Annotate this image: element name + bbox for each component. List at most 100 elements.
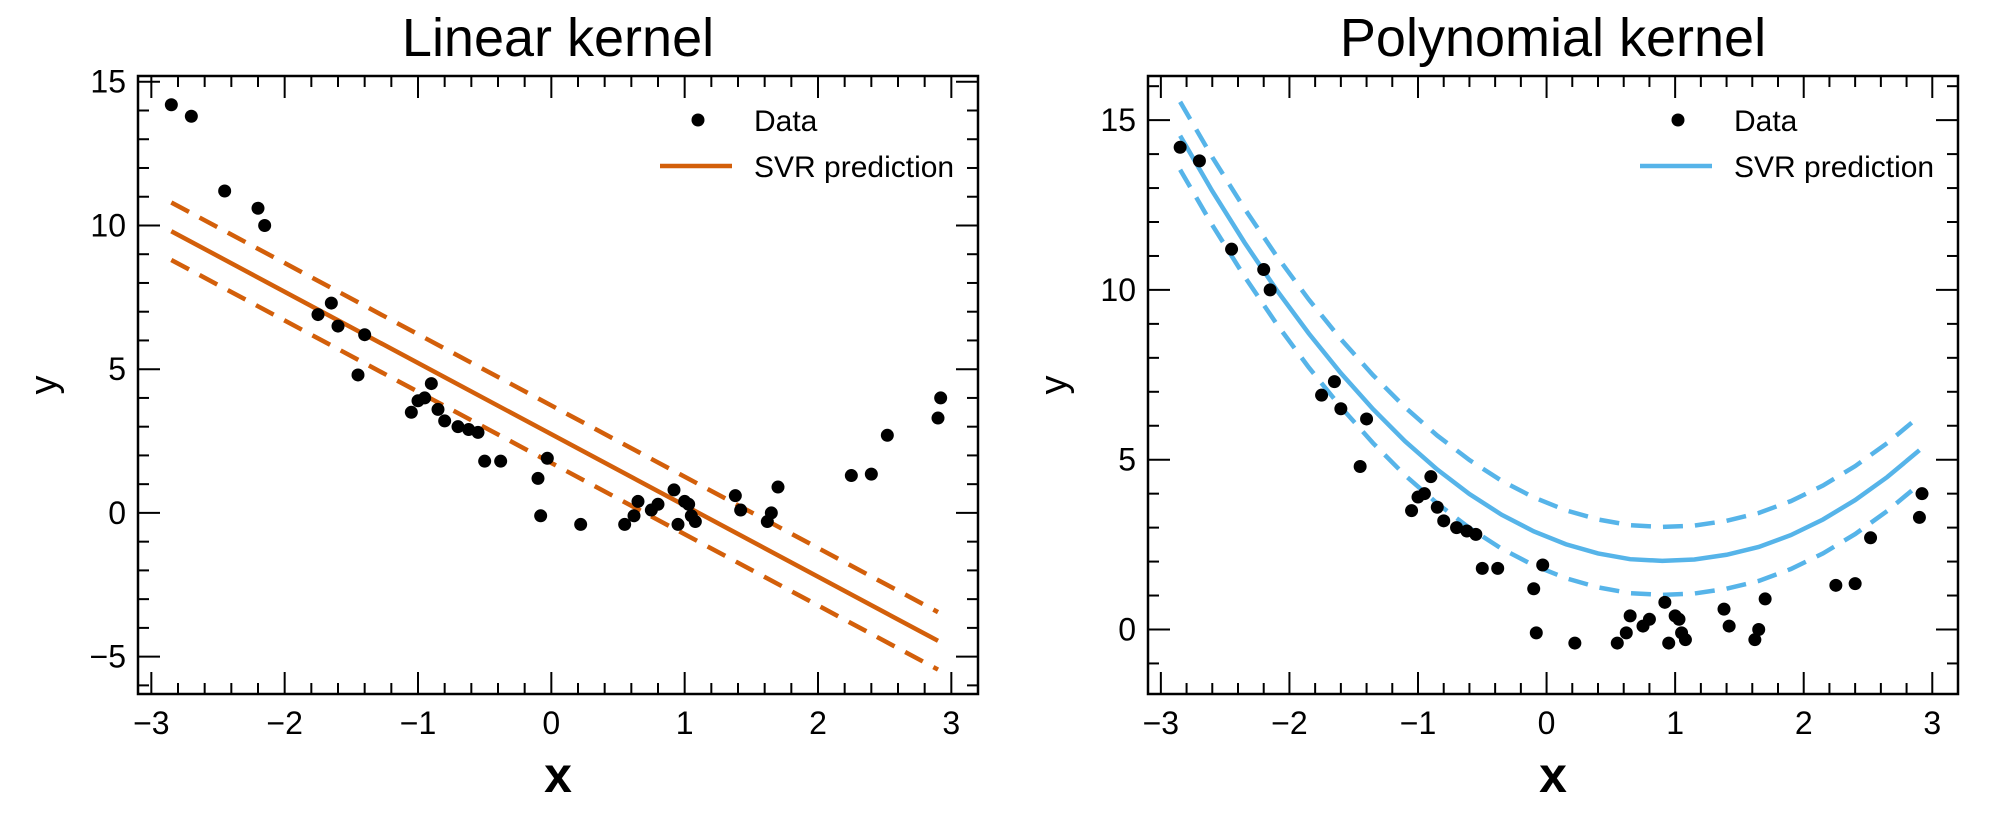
y-tick-label: 0	[1118, 611, 1136, 647]
data-point	[1662, 636, 1676, 650]
data-point	[1424, 470, 1438, 484]
data-point	[1334, 402, 1348, 416]
data-point	[1475, 561, 1489, 575]
data-point	[618, 517, 632, 531]
data-point	[1678, 633, 1692, 647]
y-tick-label: 15	[90, 64, 126, 100]
data-point	[1529, 626, 1543, 640]
chart-polynomial-kernel: Polynomial kernel −3 −2 −1 0 1 2 3 0 5 10 15 x y Data S…	[1033, 8, 1960, 803]
x-axis-label: x	[1539, 747, 1567, 803]
data-point	[671, 517, 685, 531]
data-point	[734, 503, 748, 517]
x-axis-label: x	[544, 747, 572, 803]
data-point	[1327, 375, 1341, 389]
data-point	[218, 184, 232, 198]
legend-label-data: Data	[1734, 105, 1798, 138]
data-point	[324, 296, 338, 310]
data-point	[424, 377, 438, 391]
x-tick-label: 2	[809, 705, 827, 741]
data-point	[1610, 636, 1624, 650]
data-point	[1536, 558, 1550, 572]
data-point	[1848, 577, 1862, 591]
data-point	[1417, 487, 1431, 501]
data-point	[418, 391, 432, 405]
data-point	[358, 328, 372, 342]
margin-line-dashed	[1178, 100, 1921, 530]
data-point	[1752, 622, 1766, 636]
y-tick-label: 5	[108, 351, 126, 387]
data-point	[1829, 578, 1843, 592]
data-point	[164, 98, 178, 112]
data-point	[1450, 521, 1464, 535]
data-point	[682, 497, 696, 511]
data-point	[351, 368, 365, 382]
data-point	[728, 489, 742, 503]
y-axis-label: y	[23, 376, 65, 395]
data-point	[534, 509, 548, 523]
x-tick-label: −3	[133, 705, 169, 741]
y-tick-label: 0	[108, 495, 126, 531]
data-point	[771, 480, 785, 494]
x-tick-label: 3	[1923, 705, 1941, 741]
legend: Data SVR prediction	[1640, 105, 1934, 184]
data-point	[627, 509, 641, 523]
data-point	[438, 414, 452, 428]
x-tick-label: 0	[1538, 705, 1556, 741]
chart-title: Linear kernel	[402, 8, 714, 68]
legend-marker-data	[1671, 113, 1685, 127]
axis-ticks	[138, 76, 979, 694]
data-point	[311, 308, 325, 322]
legend-marker-data	[691, 113, 705, 127]
margin-line-dashed	[170, 200, 940, 615]
data-point	[880, 428, 894, 442]
data-point	[258, 218, 272, 232]
data-point	[1225, 242, 1239, 256]
data-point	[1568, 636, 1582, 650]
data-point	[471, 425, 485, 439]
data-point	[1748, 633, 1762, 647]
data-point	[1717, 602, 1731, 616]
data-point	[1758, 592, 1772, 606]
data-point	[404, 405, 418, 419]
x-tick-label: −1	[1400, 705, 1436, 741]
margin-line-dashed	[1178, 168, 1921, 598]
data-point	[1173, 140, 1187, 154]
data-point	[184, 109, 198, 123]
axes-frame	[1146, 74, 1960, 696]
data-point	[451, 420, 465, 434]
x-tick-label: 2	[1795, 705, 1813, 741]
data-point	[431, 402, 445, 416]
x-tick-label: 1	[676, 705, 694, 741]
data-point	[1430, 500, 1444, 514]
data-point	[844, 469, 858, 483]
data-point	[1864, 531, 1878, 545]
svr-prediction-line	[170, 229, 940, 643]
data-point	[1405, 504, 1419, 518]
data-point	[1192, 154, 1206, 168]
x-tick-label: −3	[1143, 705, 1179, 741]
data-point	[934, 391, 948, 405]
data-point	[1623, 609, 1637, 623]
legend: Data SVR prediction	[660, 105, 954, 184]
data-point	[1527, 582, 1541, 596]
data-point	[1658, 595, 1672, 609]
data-point	[1437, 514, 1451, 528]
chart-linear-kernel: Linear kernel −3 −2 −1 0 1 2 3 −5 0 5 10 15 x y Data SVR…	[23, 8, 980, 803]
data-point	[331, 319, 345, 333]
y-tick-label: 10	[90, 207, 126, 243]
data-point	[1912, 510, 1926, 524]
x-tick-label: 3	[942, 705, 960, 741]
plot-area	[164, 98, 948, 672]
data-point	[688, 515, 702, 529]
data-point	[251, 201, 265, 215]
data-point	[1360, 412, 1374, 426]
y-tick-label: 10	[1100, 272, 1136, 308]
margin-line-dashed	[170, 257, 940, 672]
y-tick-label: −5	[90, 639, 126, 675]
legend-label-data: Data	[754, 105, 818, 138]
data-point	[531, 471, 545, 485]
x-tick-label: 1	[1666, 705, 1684, 741]
data-point	[667, 483, 681, 497]
x-tick-label: −1	[400, 705, 436, 741]
